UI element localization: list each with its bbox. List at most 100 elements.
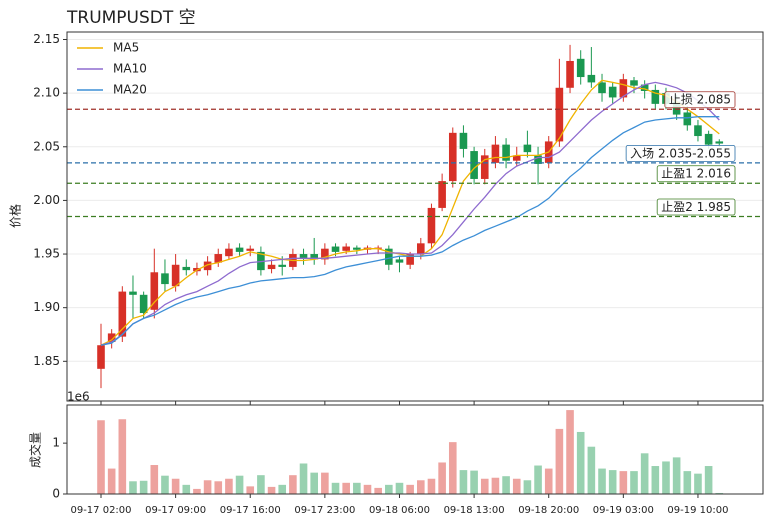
candle-body [459, 132, 468, 149]
volume-bar [598, 468, 606, 494]
candle-body [139, 294, 148, 314]
volume-bar [342, 482, 350, 494]
volume-bar [395, 482, 404, 494]
y-tick-label: 1 [52, 436, 60, 450]
volume-bar [203, 480, 212, 494]
volume-bar [640, 453, 649, 494]
volume-bar [299, 463, 308, 494]
volume-bar [417, 480, 425, 494]
candle-body [480, 155, 489, 179]
ma-line [100, 116, 720, 346]
candle-body [225, 248, 233, 257]
candle-body [672, 101, 681, 115]
volume-bar [694, 473, 702, 494]
volume-bar [544, 468, 553, 494]
x-tick-label: 09-19 10:00 [667, 505, 728, 516]
candle-body [406, 254, 414, 265]
reference-label-box [625, 144, 736, 162]
candle-body [278, 264, 287, 267]
candle-body [129, 291, 137, 295]
candle-body [715, 141, 724, 144]
volume-bar [491, 477, 500, 494]
volume-bar [278, 484, 287, 494]
volume-bar [502, 476, 510, 494]
volume-bar [630, 471, 638, 494]
reference-label: 入场 2.035-2.055 [630, 146, 731, 160]
candle-body [150, 272, 159, 310]
candle-body [427, 207, 436, 244]
y-tick-label: 1.95 [33, 247, 60, 261]
volume-bar [235, 475, 244, 494]
candle-body [555, 87, 564, 142]
candle-body [267, 264, 276, 270]
candle-body [353, 247, 361, 250]
candle-body [299, 254, 308, 259]
candle-body [321, 248, 329, 260]
volume-bar [683, 471, 692, 494]
y-tick-label: 2.10 [33, 86, 60, 100]
y-tick-label: 2.15 [33, 32, 60, 46]
candle-body [182, 266, 191, 271]
candle-body [523, 144, 532, 153]
offset-label: 1e6 [67, 390, 90, 404]
volume-bar [608, 470, 617, 494]
x-tick-label: 09-17 16:00 [220, 505, 281, 516]
candle-body [214, 254, 223, 263]
volume-bar [448, 442, 457, 494]
plot-frame [66, 31, 764, 402]
x-tick-label: 09-17 09:00 [145, 505, 206, 516]
plot-frame [66, 404, 764, 495]
y-axis-label: 价格 [8, 204, 23, 228]
x-tick-label: 09-19 03:00 [593, 505, 654, 516]
candle-body [161, 273, 169, 285]
candle-body [491, 144, 500, 163]
volume-bar [139, 480, 148, 494]
candle-body [438, 181, 446, 208]
candle-body [587, 74, 596, 83]
volume-axis-label: 成交量 [28, 432, 43, 468]
volume-bar [555, 428, 564, 494]
candle-body [630, 80, 638, 86]
candle-body [598, 82, 606, 94]
volume-bar [662, 461, 670, 494]
volume-bar [321, 472, 329, 494]
volume-bar [406, 484, 414, 494]
volume-bar [704, 466, 713, 494]
volume-bar [363, 484, 372, 494]
candle-body [683, 112, 692, 126]
volume-bar [619, 471, 628, 494]
volume-bar [331, 482, 340, 494]
volume-bar [225, 478, 233, 494]
y-tick-label: 2.00 [33, 193, 60, 207]
candle-body [651, 89, 660, 104]
volume-bar [480, 478, 489, 494]
candle-body [395, 259, 404, 263]
y-tick-label: 0 [52, 487, 60, 501]
y-tick-label: 2.05 [33, 139, 60, 153]
volume-bar [534, 465, 542, 494]
candle-body [417, 243, 425, 255]
volume-bar [512, 478, 521, 494]
candle-body [97, 345, 105, 369]
candle-body [694, 125, 702, 137]
volume-bar [374, 487, 382, 494]
volume-bar [107, 468, 116, 494]
candle-body [502, 144, 510, 161]
y-tick-label: 1.90 [33, 300, 60, 314]
y-tick-label: 1.85 [33, 354, 60, 368]
volume-bar [427, 478, 436, 494]
volume-bar [214, 481, 223, 494]
candle-body [246, 248, 255, 251]
reference-label-box [656, 198, 736, 216]
volume-bar [587, 446, 596, 494]
volume-bar [576, 431, 585, 494]
legend-label: MA20 [113, 83, 147, 97]
reference-label: 止盈1 2.016 [661, 167, 731, 181]
reference-label: 止损 2.085 [669, 93, 731, 107]
candle-body [331, 246, 340, 252]
candle-body [310, 254, 318, 260]
legend-label: MA10 [113, 62, 147, 76]
legend-label: MA5 [113, 41, 139, 55]
candle-body [619, 79, 628, 98]
